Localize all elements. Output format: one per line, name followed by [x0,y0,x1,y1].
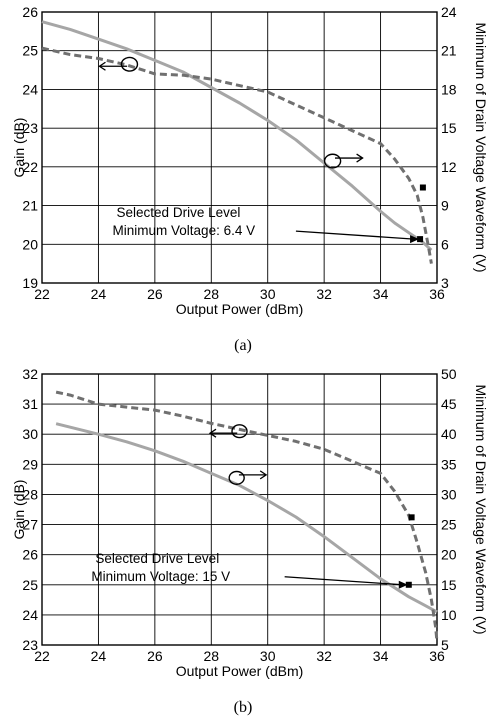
y-tick-label: 23 [22,637,38,653]
y2-axis-label: Minimum of Drain Voltage Waveform (V) [473,23,487,273]
y-tick-label: 31 [22,396,38,412]
y-tick-label: 24 [22,607,38,623]
y2-tick-label: 15 [441,577,457,593]
axis-indicator-arrowhead [356,153,364,163]
x-tick-label: 30 [260,286,276,302]
x-tick-label: 34 [373,286,389,302]
x-tick-label: 26 [147,648,163,664]
x-tick-label: 34 [373,648,389,664]
axis-indicator-arrowhead [208,428,217,438]
y-tick-label: 27 [22,517,38,533]
y2-tick-label: 20 [441,547,457,563]
y2-tick-label: 21 [441,43,457,59]
x-tick-label: 28 [203,286,219,302]
x-tick-label: 32 [316,648,332,664]
axis-indicator-circle [323,153,342,169]
axis-indicator-arrowhead [259,470,268,480]
x-axis-label: Output Power (dBm) [176,301,304,317]
selected-point-marker [405,581,412,588]
y-tick-label: 26 [22,547,38,563]
drive-level-marker [419,184,426,191]
y-tick-label: 22 [22,159,38,175]
chart-panel-b: 22 24 26 28 30 32 34 36 23 24 25 26 27 28 29 30 31 32 5 10 1… [11,366,487,716]
annotation-arrow [284,576,403,586]
x-tick-label: 36 [429,648,445,664]
annotation-arrowhead [398,580,408,589]
x-tick-label: 28 [203,648,219,664]
axis-indicator-circle [231,424,248,439]
x-axis-label: Output Power (dBm) [176,663,304,679]
y-tick-label: 26 [22,4,38,20]
x-tick-label: 30 [260,648,276,664]
y2-tick-label: 50 [441,366,457,382]
y-tick-label: 25 [22,577,38,593]
y2-tick-label: 9 [441,198,449,214]
x-tick-label: 24 [91,286,107,302]
x-tick-label: 24 [91,648,107,664]
y2-tick-label: 10 [441,607,457,623]
gain-series-line [41,20,433,252]
x-tick-label: 22 [34,648,50,664]
y2-tick-label: 18 [441,81,457,97]
plot-frame [41,373,438,646]
y-tick-label: 25 [22,43,38,59]
axis-indicator-circle [228,470,245,485]
y-tick-label: 19 [22,275,38,291]
plot-frame [41,11,438,284]
x-tick-label: 36 [429,286,445,302]
drain-voltage-series-line [55,390,439,643]
axis-indicator-circle [120,56,139,72]
y-axis-label: Gain (dB) [11,480,27,540]
y-tick-label: 30 [22,426,38,442]
x-tick-label: 22 [34,286,50,302]
y2-tick-label: 24 [441,4,457,20]
chart-panel-a: 22 24 26 28 30 32 34 36192021222324252636912151… [11,4,487,354]
y2-tick-label: 35 [441,456,457,472]
drain-voltage-series-line [41,46,433,264]
annotation-line-2: Minimum Voltage: 6.4 V [113,223,256,238]
annotation-arrowhead [410,235,420,244]
y-tick-label: 28 [22,486,38,502]
x-tick-label: 26 [147,286,163,302]
y2-tick-label: 3 [441,275,449,291]
annotation-line-1: Selected Drive Level [95,551,219,566]
y-axis-label: Gain (dB) [11,118,27,178]
y-tick-label: 32 [22,366,38,382]
y2-tick-label: 30 [441,486,457,502]
y2-tick-label: 40 [441,426,457,442]
annotation-arrow [295,230,415,240]
drive-level-marker [408,514,415,521]
y-tick-label: 20 [22,236,38,252]
axis-indicator-arrowhead [98,61,106,71]
x-tick-label: 32 [316,286,332,302]
y2-tick-label: 25 [441,517,457,533]
gain-series-line [55,422,438,614]
y2-axis-label: Minimum of Drain Voltage Waveform (V) [473,385,487,635]
y2-tick-label: 5 [441,637,449,653]
y-tick-label: 23 [22,120,38,136]
selected-point-marker [417,236,424,243]
y2-tick-label: 15 [441,120,457,136]
figure-caption: (b) [234,699,253,716]
y-tick-label: 24 [22,81,38,97]
y2-tick-label: 45 [441,396,457,412]
y2-tick-label: 6 [441,236,449,252]
figure-caption: (a) [234,337,252,354]
y-tick-label: 29 [22,456,38,472]
annotation-line-1: Selected Drive Level [117,205,241,220]
y2-tick-label: 12 [441,159,457,175]
y-tick-label: 21 [22,198,38,214]
annotation-line-2: Minimum Voltage: 15 V [91,569,230,584]
